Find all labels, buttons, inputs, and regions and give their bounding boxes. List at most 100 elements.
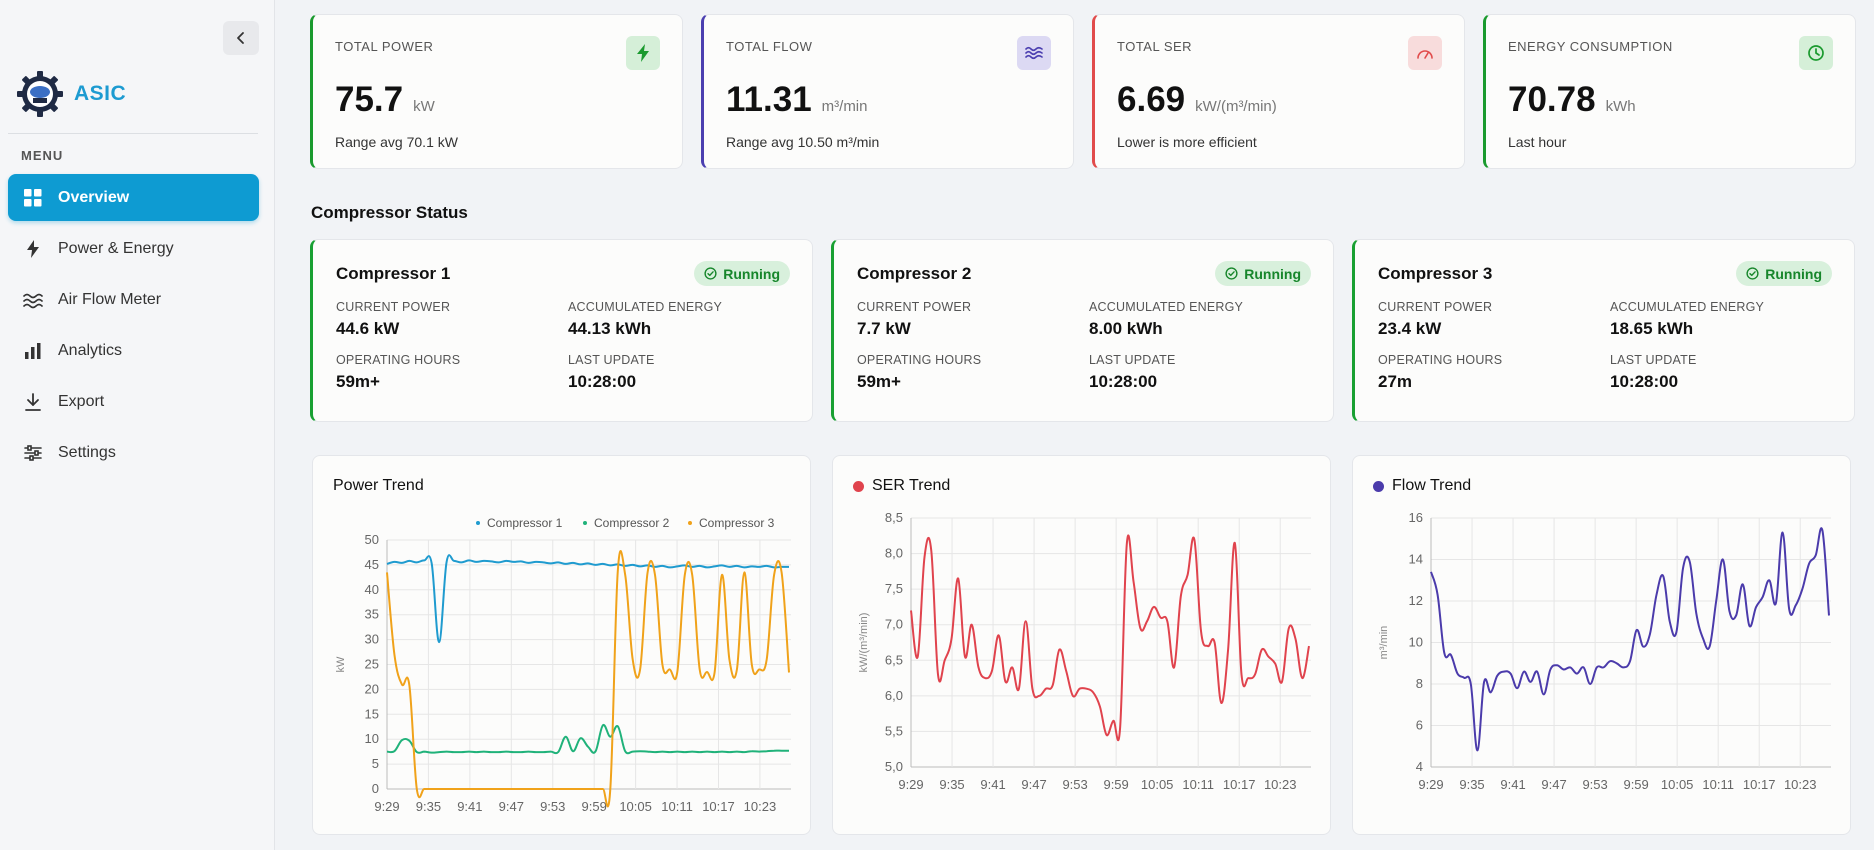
x-tick-label: 10:11 (1182, 777, 1214, 792)
sidebar-item-label: Export (58, 392, 105, 410)
power-trend-card: 0 5 10 15 20 25 30 35 40 45 50 9:29 9:35 9:41 9:47 9:53… (312, 455, 811, 835)
y-tick-label: 45 (365, 557, 379, 572)
power-trend-chart[interactable]: 0 5 10 15 20 25 30 35 40 45 50 9:29 9:35 9:41 9:47 9:53… (313, 456, 812, 836)
sidebar-item-label: Analytics (58, 341, 123, 359)
sidebar-item-overview[interactable]: Overview (8, 174, 259, 221)
x-tick-label: 10:05 (1141, 777, 1174, 792)
x-tick-label: 9:59 (1623, 777, 1648, 792)
check-circle-icon (704, 267, 717, 280)
sidebar-item-settings[interactable]: Settings (8, 429, 259, 476)
kpi-unit: kW/(m³/min) (1195, 98, 1277, 115)
y-tick-label: 7,5 (885, 581, 903, 596)
chart-title: Power Trend (333, 477, 424, 495)
operating-hours-value: 59m+ (336, 372, 380, 391)
kpi-value: 6.69 (1117, 80, 1186, 119)
x-tick-label: 9:29 (374, 799, 399, 814)
compressor-name: Compressor 1 (336, 264, 451, 283)
chart-title-text: Power Trend (333, 477, 424, 494)
collapse-sidebar-button[interactable] (223, 21, 259, 55)
field-label: CURRENT POWER (857, 300, 972, 314)
kpi-value: 11.31 (726, 80, 812, 119)
sidebar-item-export[interactable]: Export (8, 378, 259, 425)
accumulated-energy-value: 44.13 kWh (568, 319, 652, 338)
ser-trend-chart[interactable]: 5,0 5,5 6,0 6,5 7,0 7,5 8,0 8,5 9:29 9:35 9:41 9:47… (833, 456, 1332, 836)
download-icon (22, 391, 44, 413)
series-dot (1373, 480, 1384, 492)
kpi-label: TOTAL POWER (335, 39, 434, 54)
sidebar-item-air-flow-meter[interactable]: Air Flow Meter (8, 276, 259, 323)
series-line (1430, 527, 1830, 752)
sidebar: ASIC MENU Overview Power & Energy Air Fl… (0, 0, 275, 850)
last-update-value: 10:28:00 (568, 372, 637, 391)
x-tick-label: 10:23 (744, 799, 777, 814)
x-tick-label: 9:29 (898, 777, 923, 792)
menu-title: MENU (21, 148, 64, 163)
x-tick-label: 9:35 (416, 799, 441, 814)
y-tick-label: 20 (365, 681, 379, 696)
last-update-value: 10:28:00 (1610, 372, 1679, 391)
check-circle-icon (1225, 267, 1238, 280)
legend-marker (476, 521, 480, 525)
field-label: OPERATING HOURS (857, 353, 982, 367)
x-tick-label: 10:17 (1743, 777, 1776, 792)
kpi-card-total-flow: TOTAL FLOW 11.31 m³/min Range avg 10.50 … (701, 14, 1074, 169)
kpi-subtext: Range avg 10.50 m³/min (726, 134, 880, 150)
status-text: Running (1244, 265, 1301, 282)
accumulated-energy-value: 18.65 kWh (1610, 319, 1694, 338)
sidebar-item-analytics[interactable]: Analytics (8, 327, 259, 374)
y-tick-label: 7,0 (885, 617, 903, 632)
y-tick-label: 10 (365, 731, 379, 746)
kpi-label: TOTAL FLOW (726, 39, 813, 54)
flow-trend-chart[interactable]: 4 6 8 10 12 14 16 9:29 9:35 9:41 9:47 9:53 9:59 10:05… (1353, 456, 1852, 836)
series-line (386, 724, 789, 755)
y-tick-label: 8,5 (885, 510, 903, 525)
legend-label: Compressor 1 (487, 516, 563, 530)
sidebar-item-power-energy[interactable]: Power & Energy (8, 225, 259, 272)
kpi-label: ENERGY CONSUMPTION (1508, 39, 1673, 54)
y-tick-label: 35 (365, 607, 379, 622)
x-tick-label: 9:41 (1500, 777, 1525, 792)
compressor-card: Compressor 3 Running CURRENT POWER 23.4 k… (1352, 239, 1855, 422)
y-tick-label: 16 (1409, 510, 1423, 525)
field-label: ACCUMULATED ENERGY (568, 300, 723, 314)
y-tick-label: 8,0 (885, 546, 903, 561)
kpi-unit: m³/min (821, 98, 868, 115)
kpi-card-energy-consumption: ENERGY CONSUMPTION 70.78 kWh Last hour (1483, 14, 1856, 169)
compressor-name: Compressor 2 (857, 264, 972, 283)
kpi-subtext: Lower is more efficient (1117, 134, 1257, 150)
chevron-left-icon (237, 32, 244, 44)
y-tick-label: 25 (365, 657, 379, 672)
x-tick-label: 9:35 (1459, 777, 1484, 792)
logo[interactable]: ASIC (16, 70, 126, 118)
y-tick-label: 4 (1416, 759, 1423, 774)
y-tick-label: 50 (365, 532, 379, 547)
x-tick-label: 10:11 (1702, 777, 1734, 792)
y-axis-label: kW (335, 656, 347, 673)
y-axis-label: kW/(m³/min) (858, 613, 870, 673)
brand-name: ASIC (74, 82, 127, 105)
kpi-subtext: Last hour (1508, 134, 1567, 150)
current-power-value: 44.6 kW (336, 319, 400, 338)
waves-icon (22, 289, 44, 311)
y-tick-label: 5,5 (885, 723, 903, 738)
sidebar-item-label: Air Flow Meter (58, 290, 162, 308)
bolt-icon (22, 238, 44, 260)
field-label: LAST UPDATE (1610, 353, 1697, 367)
current-power-value: 23.4 kW (1378, 319, 1442, 338)
x-tick-label: 10:17 (1223, 777, 1256, 792)
chart-title: Flow Trend (1373, 477, 1471, 495)
x-tick-label: 9:53 (1582, 777, 1607, 792)
x-tick-label: 9:53 (540, 799, 565, 814)
bolt-icon (626, 36, 660, 70)
chart-row: 0 5 10 15 20 25 30 35 40 45 50 9:29 9:35 9:41 9:47 9:53… (312, 455, 1851, 835)
compressor-card: Compressor 1 Running CURRENT POWER 44.6 k… (310, 239, 813, 422)
legend-marker (583, 521, 587, 525)
y-tick-label: 5 (372, 756, 379, 771)
field-label: OPERATING HOURS (1378, 353, 1503, 367)
y-tick-label: 5,0 (885, 759, 903, 774)
chart-title: SER Trend (853, 477, 950, 495)
x-tick-label: 9:59 (1103, 777, 1128, 792)
flow-trend-card: 4 6 8 10 12 14 16 9:29 9:35 9:41 9:47 9:53 9:59 10:05… (1352, 455, 1851, 835)
current-power-value: 7.7 kW (857, 319, 911, 338)
legend-marker (688, 521, 692, 525)
